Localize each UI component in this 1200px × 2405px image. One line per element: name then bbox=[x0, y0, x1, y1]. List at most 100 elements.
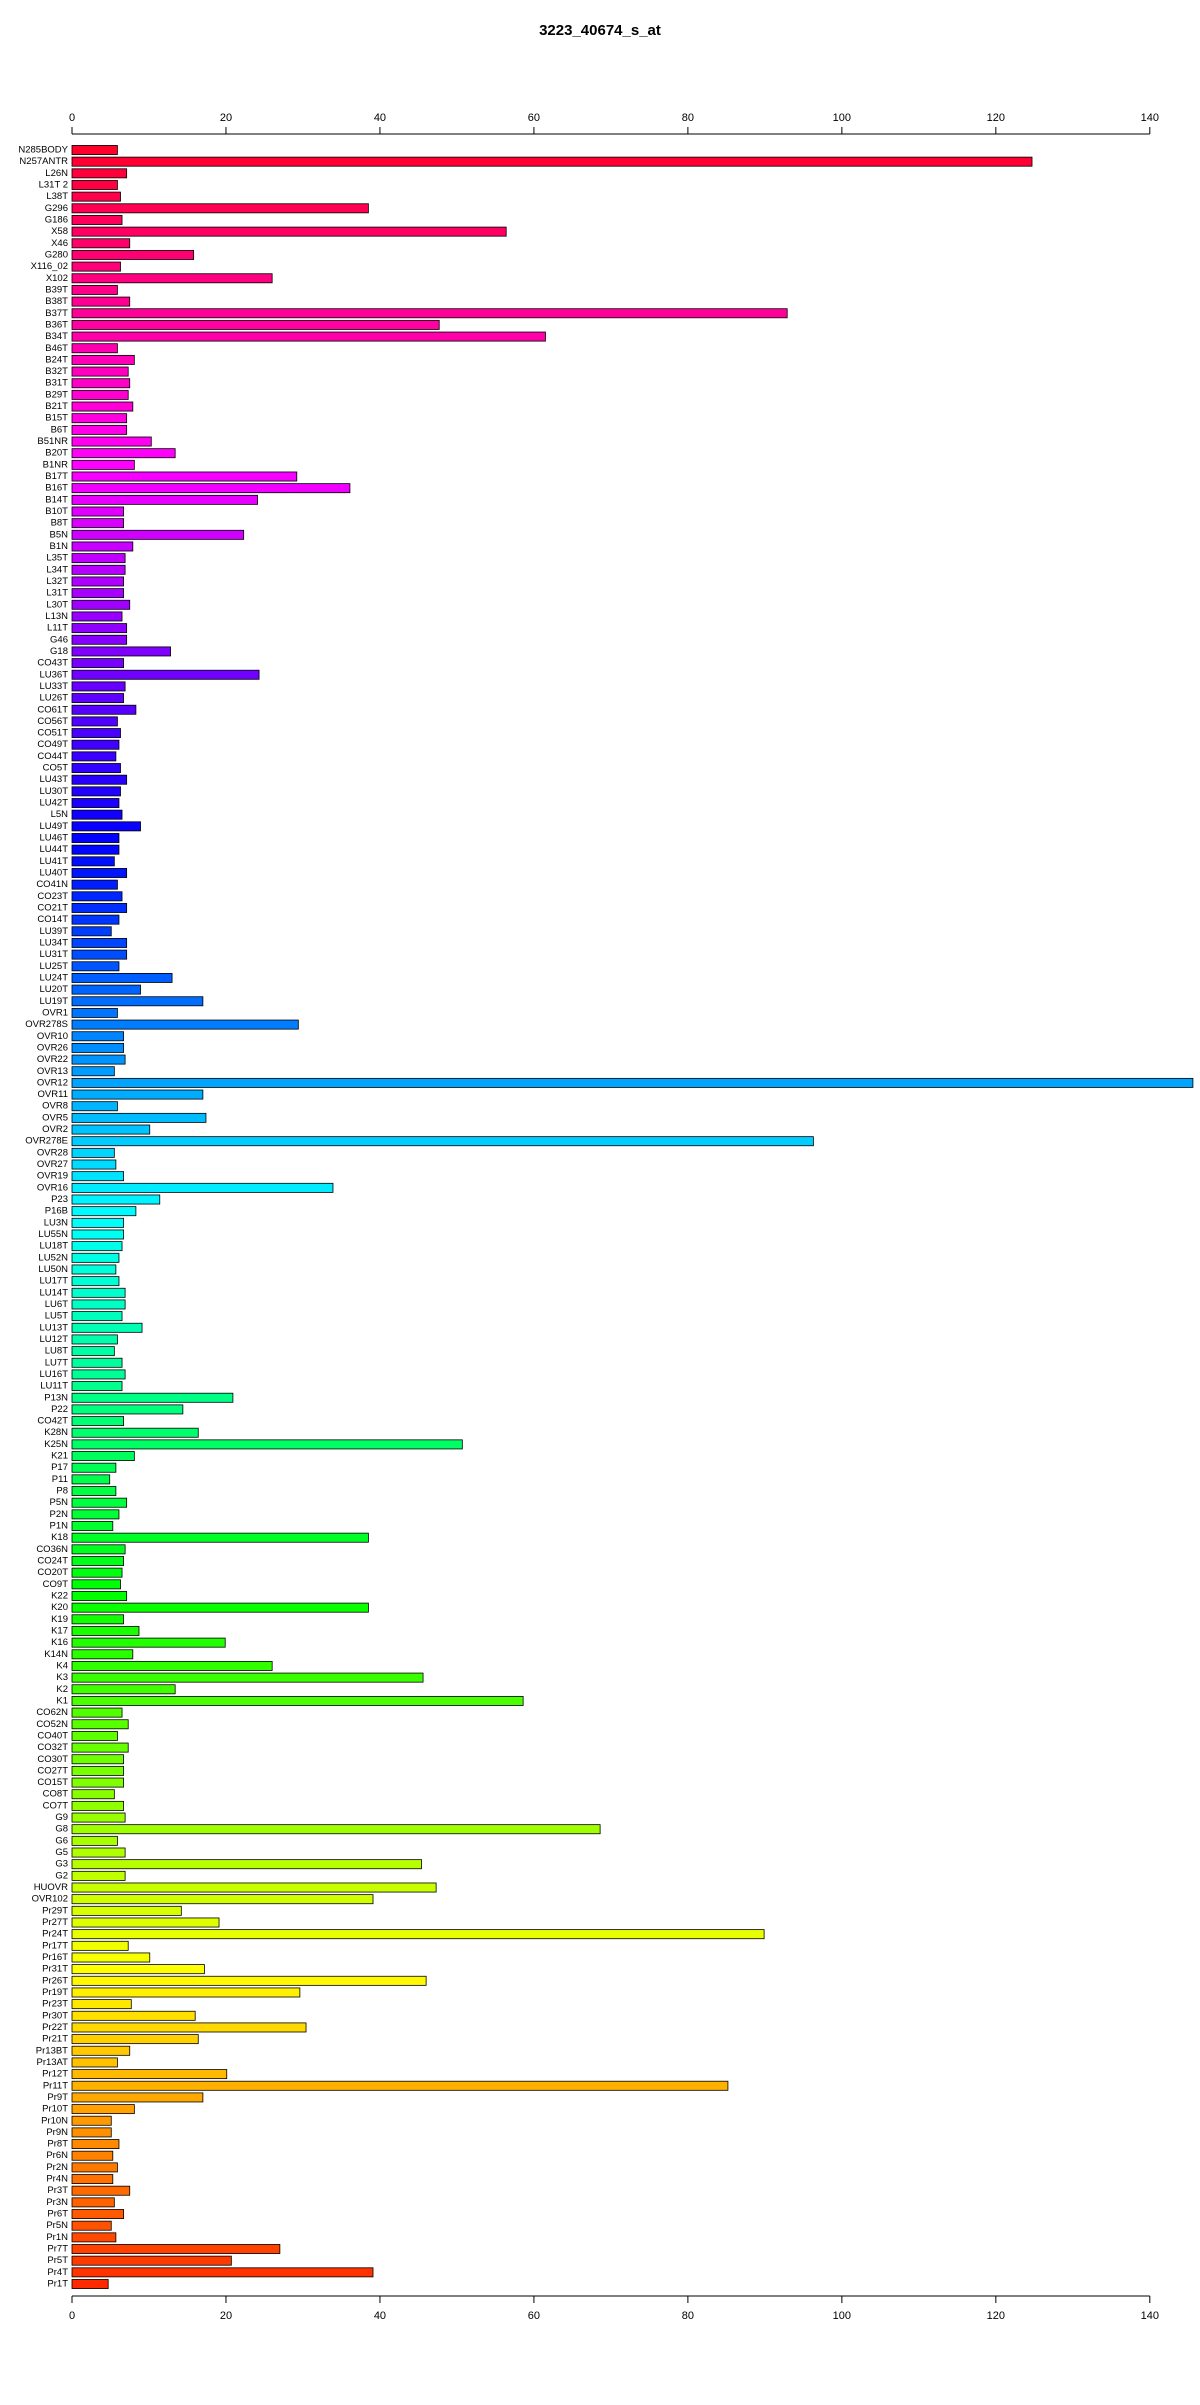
x-tick-label: 0 bbox=[69, 2310, 75, 2322]
y-tick-label: B8T bbox=[51, 518, 69, 529]
bar bbox=[71, 168, 128, 179]
y-tick-label: CO27T bbox=[37, 1765, 68, 1776]
y-tick-label: LU6T bbox=[45, 1299, 68, 1310]
y-tick-label: OVR10 bbox=[37, 1031, 68, 1042]
bar bbox=[71, 1649, 134, 1660]
bar bbox=[71, 681, 126, 692]
bar bbox=[71, 1626, 140, 1636]
y-tick-label: B15T bbox=[45, 413, 68, 424]
bar bbox=[71, 1322, 143, 1333]
x-tick-label: 120 bbox=[987, 2310, 1005, 2322]
y-tick-label: LU3N bbox=[44, 1217, 68, 1228]
bar bbox=[71, 506, 124, 517]
bar bbox=[71, 1007, 118, 1018]
bar bbox=[71, 2232, 117, 2243]
y-tick-label: LU50N bbox=[38, 1264, 68, 1275]
y-tick-label: Pr24T bbox=[42, 1929, 68, 1940]
y-tick-label: Pr5N bbox=[46, 2220, 68, 2231]
y-tick-label: Pr10N bbox=[41, 2115, 68, 2126]
bar bbox=[71, 145, 118, 155]
bar bbox=[71, 378, 131, 389]
bar bbox=[71, 1602, 369, 1613]
y-tick-label: LU12T bbox=[39, 1334, 68, 1345]
y-tick-label: Pr8T bbox=[47, 2139, 68, 2150]
bar bbox=[71, 2069, 228, 2080]
y-tick-label: LU33T bbox=[39, 681, 68, 692]
y-tick-label: L35T bbox=[46, 553, 68, 564]
bar bbox=[71, 401, 134, 412]
bar bbox=[71, 2127, 112, 2138]
y-tick-label: Pr23T bbox=[42, 1999, 68, 2010]
bar bbox=[71, 448, 176, 459]
bar bbox=[71, 564, 126, 575]
y-tick-label: OVR13 bbox=[37, 1066, 68, 1077]
y-tick-label: K3 bbox=[56, 1672, 68, 1683]
bar bbox=[71, 576, 124, 587]
y-tick-label: LU46T bbox=[39, 833, 68, 844]
bar bbox=[71, 646, 171, 657]
y-tick-label: L11T bbox=[47, 623, 68, 634]
y-tick-label: Pr22T bbox=[42, 2022, 68, 2033]
bar bbox=[71, 529, 245, 540]
bar bbox=[71, 1357, 123, 1368]
bar bbox=[71, 2034, 199, 2045]
y-tick-label: LU24T bbox=[39, 972, 68, 983]
y-tick-label: LU39T bbox=[39, 926, 68, 937]
y-tick-label: K25N bbox=[44, 1439, 68, 1450]
bar bbox=[71, 1089, 204, 1100]
bar bbox=[71, 459, 135, 470]
y-tick-label: Pr13AT bbox=[36, 2057, 68, 2068]
bar bbox=[71, 1859, 422, 1870]
y-tick-label: B46T bbox=[45, 343, 68, 354]
y-tick-label: G2 bbox=[55, 1870, 68, 1881]
bar bbox=[71, 1719, 129, 1730]
y-tick-label: CO7T bbox=[43, 1800, 69, 1811]
y-tick-label: Pr7T bbox=[47, 2244, 68, 2255]
y-tick-label: L13N bbox=[45, 611, 68, 622]
y-tick-label: OVR22 bbox=[37, 1054, 68, 1065]
y-tick-label: LU16T bbox=[39, 1369, 68, 1380]
bar bbox=[71, 809, 123, 820]
y-tick-label: OVR28 bbox=[37, 1147, 68, 1158]
y-tick-label: CO5T bbox=[43, 763, 69, 774]
y-tick-label: CO52N bbox=[36, 1719, 68, 1730]
bar bbox=[71, 949, 128, 960]
bar bbox=[71, 366, 129, 377]
bar bbox=[71, 704, 137, 715]
y-tick-label: LU30T bbox=[39, 786, 68, 797]
y-tick-label: K2 bbox=[56, 1684, 68, 1695]
x-tick-label: 0 bbox=[69, 112, 75, 124]
y-tick-label: OVR2 bbox=[42, 1124, 68, 1135]
y-tick-label: B36T bbox=[45, 319, 68, 330]
bar bbox=[71, 1532, 369, 1543]
y-tick-label: G46 bbox=[50, 634, 68, 645]
bar bbox=[71, 798, 120, 808]
bar bbox=[71, 588, 124, 599]
bar bbox=[71, 215, 123, 225]
y-tick-label: OVR278S bbox=[25, 1019, 68, 1030]
y-tick-label: Pr1T bbox=[47, 2279, 68, 2290]
y-tick-label: N257ANTR bbox=[19, 156, 68, 167]
y-tick-label: OVR1 bbox=[42, 1007, 68, 1018]
y-tick-label: Pr3T bbox=[47, 2185, 68, 2196]
bar bbox=[71, 1812, 126, 1823]
y-tick-label: OVR27 bbox=[37, 1159, 68, 1170]
bar bbox=[71, 786, 121, 797]
y-tick-label: LU25T bbox=[39, 961, 68, 972]
y-tick-label: G9 bbox=[55, 1812, 68, 1823]
x-tick-label: 20 bbox=[220, 2310, 232, 2322]
y-tick-label: Pr11T bbox=[43, 2080, 68, 2091]
bar bbox=[71, 1171, 124, 1182]
bar bbox=[71, 2209, 124, 2219]
y-tick-label: K19 bbox=[51, 1614, 68, 1625]
y-tick-label: Pr1N bbox=[46, 2232, 68, 2243]
y-tick-label: Pr21T bbox=[42, 2034, 68, 2045]
bar bbox=[71, 1847, 126, 1858]
bar bbox=[71, 1287, 126, 1298]
bar bbox=[71, 1556, 124, 1566]
y-tick-label: Pr4N bbox=[46, 2174, 68, 2185]
bar bbox=[71, 273, 273, 284]
bar bbox=[71, 1346, 115, 1357]
x-tick-label: 80 bbox=[682, 112, 694, 124]
y-tick-label: G296 bbox=[45, 203, 68, 214]
